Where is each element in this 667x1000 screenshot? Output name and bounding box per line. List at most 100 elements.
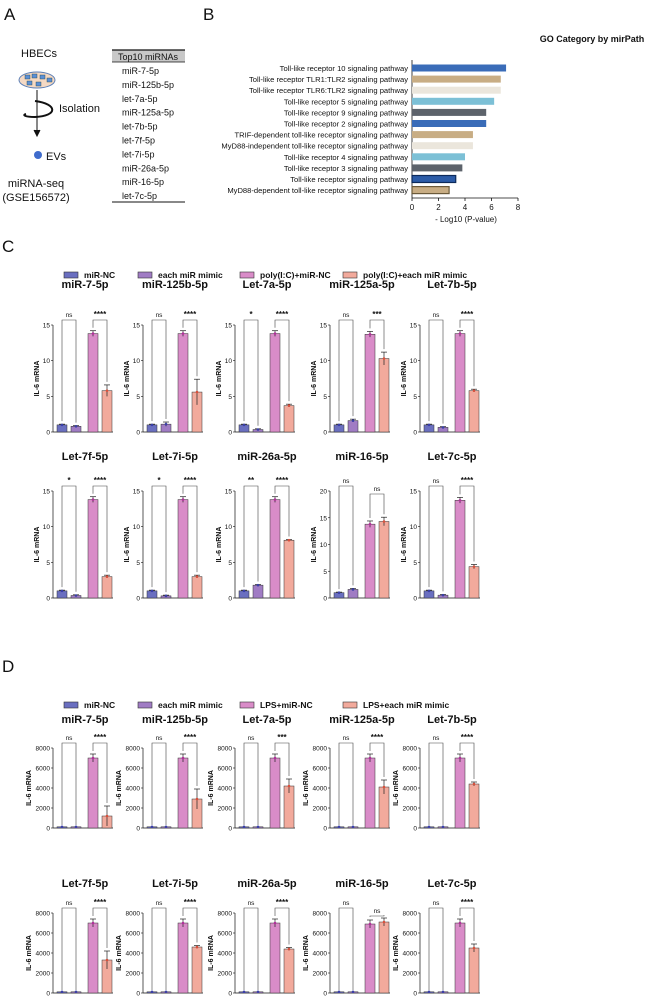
significance-label: **** [461, 310, 474, 319]
subplot: miR-125a-5p 0 2000 4000 6000 8000 IL-6 mRNA ns *… [303, 714, 395, 833]
data-point [273, 921, 277, 925]
y-axis-label: IL-6 mRNA [124, 527, 131, 563]
y-tick-label: 4000 [403, 786, 418, 793]
y-tick-label: 8000 [218, 746, 233, 753]
bar [412, 86, 501, 94]
bar [412, 64, 507, 72]
y-tick-label: 10 [133, 358, 141, 365]
y-tick-label: 10 [225, 524, 233, 531]
data-point [164, 825, 168, 829]
y-tick-label: 5 [136, 560, 140, 567]
significance-bracket [338, 485, 354, 590]
subplot: Let-7b-5p 0 5 10 15 IL-6 mRNA ns **** [401, 279, 480, 437]
significance-label: **** [184, 476, 197, 485]
y-tick-label: 2000 [218, 806, 233, 813]
subplot: miR-16-5p 0 5 10 15 20 IL-6 mRNA ns ns [311, 451, 390, 603]
subplot-title: miR-26a-5p [237, 451, 297, 463]
y-tick-label: 0 [46, 991, 50, 998]
bar [412, 153, 465, 161]
y-tick-label: 8000 [36, 746, 51, 753]
data-point [242, 589, 246, 593]
x-tick-label: 0 [410, 203, 415, 212]
significance-label: ns [343, 478, 351, 485]
significance-bracket [428, 907, 444, 990]
legend-item: poly(I:C)+each miR mimic [342, 270, 467, 280]
data-point [105, 389, 109, 392]
category-label: Toll-like receptor 2 signaling pathway [284, 120, 408, 129]
data-point [441, 825, 445, 829]
data-point [74, 825, 78, 829]
significance-label: ns [156, 735, 164, 742]
subplot: miR-125b-5p 0 2000 4000 6000 8000 IL-6 mRNA ns *… [116, 714, 208, 833]
bar [454, 333, 466, 433]
y-tick-label: 5 [323, 394, 327, 401]
data-point [441, 593, 445, 597]
significance-bracket [92, 742, 108, 803]
data-point [181, 921, 185, 925]
y-tick-label: 8000 [218, 911, 233, 918]
y-tick-label: 0 [46, 826, 50, 833]
significance-label: **** [371, 733, 384, 742]
significance-label: ns [66, 312, 74, 319]
legend-label: miR-NC [84, 270, 115, 280]
data-point [164, 990, 168, 994]
category-label: MyD88-dependent toll-like receptor signa… [227, 186, 408, 195]
subplot: Let-7c-5p 0 2000 4000 6000 8000 IL-6 mRNA ns ***… [393, 878, 480, 998]
mirna-list-item: let-7b-5p [122, 122, 158, 132]
y-tick-label: 8000 [36, 911, 51, 918]
y-tick-label: 10 [410, 358, 418, 365]
y-tick-label: 0 [413, 430, 417, 437]
y-tick-label: 0 [228, 430, 232, 437]
bar [269, 757, 281, 829]
category-label: MyD88-independent toll-like receptor sig… [221, 142, 408, 151]
bar [347, 420, 359, 433]
data-point [242, 423, 246, 427]
bar [378, 521, 390, 599]
y-tick-label: 10 [410, 524, 418, 531]
bar [269, 499, 281, 599]
data-point [382, 920, 386, 924]
data-point [91, 498, 95, 501]
y-axis-label: IL-6 mRNA [393, 770, 400, 806]
data-point [256, 583, 260, 587]
legend-label: poly(I:C)+each miR mimic [363, 270, 467, 280]
legend-label: miR-NC [84, 700, 115, 710]
y-axis-label: IL-6 mRNA [311, 361, 318, 397]
bar [283, 405, 295, 433]
y-tick-label: 5 [323, 569, 327, 576]
y-tick-label: 2000 [36, 971, 51, 978]
significance-label: ** [248, 476, 255, 485]
data-point [382, 520, 386, 523]
mirna-list-item: let-7f-5p [122, 136, 155, 146]
data-point [351, 825, 355, 829]
data-point [427, 825, 431, 829]
y-tick-label: 15 [320, 515, 328, 522]
data-point [91, 332, 95, 335]
y-tick-label: 6000 [218, 766, 233, 773]
y-tick-label: 6000 [36, 766, 51, 773]
mirna-list-item: miR-125b-5p [122, 80, 174, 90]
category-label: Toll-like receptor 10 signaling pathway [280, 64, 409, 73]
y-tick-label: 15 [43, 489, 51, 496]
bar [454, 922, 466, 994]
ev-label: EVs [46, 151, 67, 163]
bar [378, 358, 390, 433]
y-tick-label: 8000 [313, 911, 328, 918]
significance-label: ns [66, 900, 74, 907]
data-point [60, 990, 64, 994]
data-point [242, 990, 246, 994]
subplot: Let-7b-5p 0 2000 4000 6000 8000 IL-6 mRNA ns ***… [393, 714, 480, 833]
bar [468, 390, 480, 433]
y-tick-label: 0 [136, 991, 140, 998]
polyic-il6-charts: miR-NC each miR mimic poly(I:C)+miR-NC poly… [34, 270, 480, 603]
data-point [164, 594, 168, 598]
panel-label-a: A [4, 5, 16, 24]
significance-label: **** [276, 310, 289, 319]
subplot-title: miR-125a-5p [329, 279, 395, 291]
significance-label: **** [184, 310, 197, 319]
subplot-title: miR-125b-5p [142, 714, 208, 726]
y-tick-label: 2000 [218, 971, 233, 978]
significance-bracket [92, 319, 108, 382]
